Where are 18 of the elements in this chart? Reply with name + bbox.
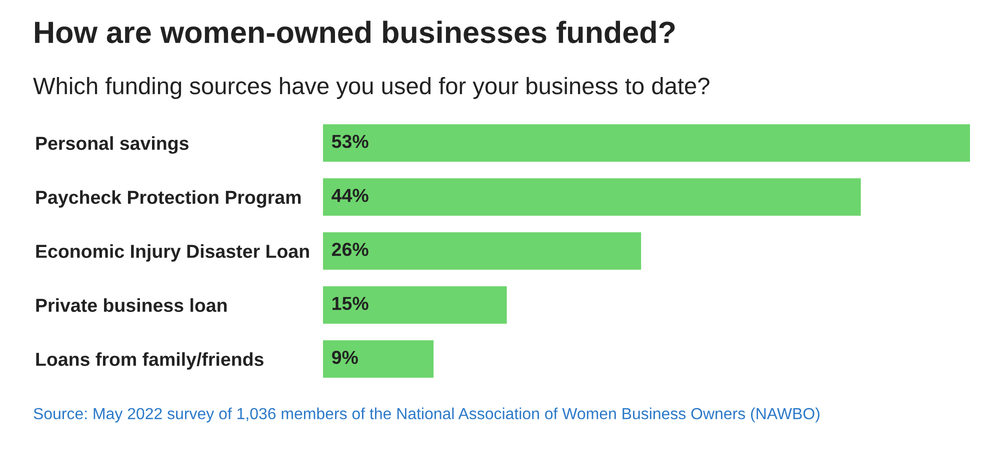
data-label: 53% — [332, 134, 368, 148]
bar — [323, 340, 434, 378]
y-tick-label: Paycheck Protection Program — [36, 190, 301, 208]
y-tick-label: Loans from family/friends — [36, 352, 264, 370]
bar — [323, 178, 861, 216]
y-tick-label: Personal savings — [36, 136, 188, 154]
source-note: Source: May 2022 survey of 1,036 members of the National Association of Women Business Owners (NAWBO) — [34, 408, 820, 422]
data-label: 26% — [332, 242, 368, 256]
y-tick-label: Economic Injury Disaster Loan — [36, 244, 309, 262]
bar — [323, 232, 642, 270]
bar — [323, 286, 507, 324]
chart-subtitle: Which funding sources have you used for your business to date? — [33, 76, 710, 100]
chart-title: How are women-owned businesses funded? — [35, 20, 675, 44]
data-label: 9% — [332, 350, 358, 364]
data-label: 44% — [332, 188, 368, 202]
bar — [323, 124, 970, 162]
y-tick-label: Private business loan — [36, 298, 227, 312]
data-label: 15% — [332, 296, 368, 310]
